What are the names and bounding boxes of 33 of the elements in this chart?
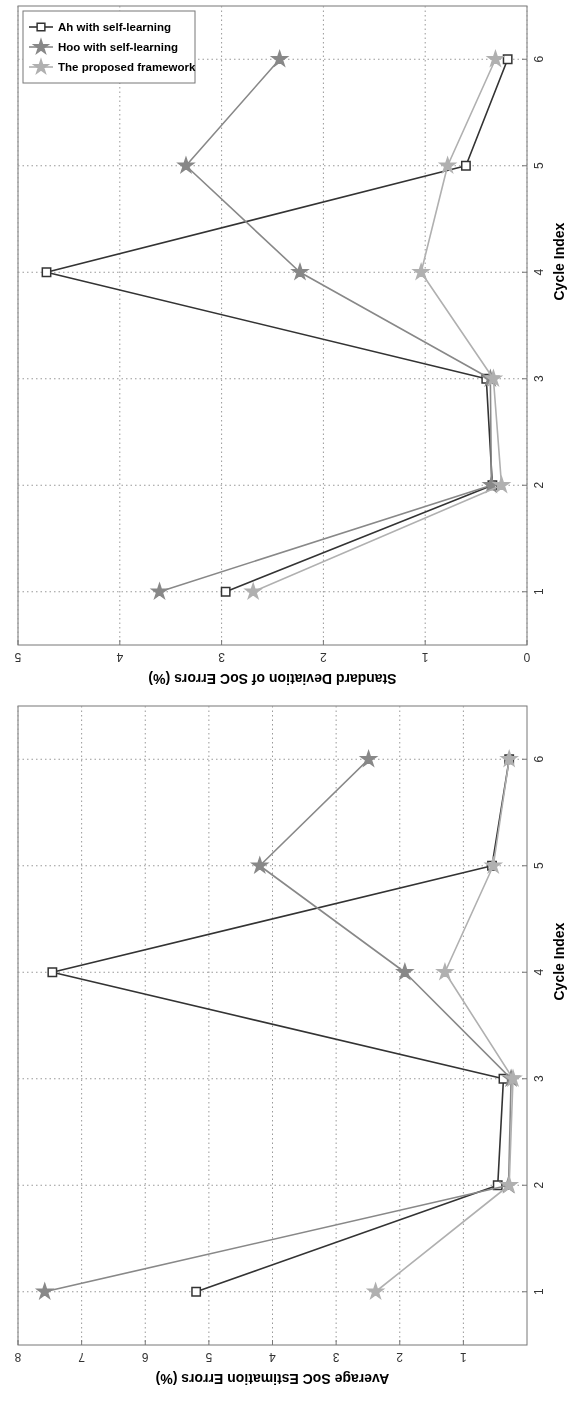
x-axis-title: Standard Deviation of SoC Errors (%) [148, 671, 397, 688]
y-tick-label: 6 [532, 55, 547, 63]
y-tick-label: 2 [532, 481, 547, 489]
x-tick-label: 1 [421, 649, 429, 664]
x-tick-label: 8 [14, 1349, 22, 1364]
x-tick-label: 4 [268, 1349, 276, 1364]
x-tick-label: 5 [14, 649, 22, 664]
y-tick-label: 5 [532, 862, 547, 870]
x-tick-label: 0 [523, 649, 531, 664]
x-tick-label: 3 [332, 1349, 340, 1364]
y-tick-label: 4 [532, 268, 547, 276]
x-tick-label: 6 [141, 1349, 149, 1364]
y-axis-title: Cycle Index [550, 922, 567, 1001]
legend-label: The proposed framework [58, 61, 196, 74]
y-tick-label: 4 [532, 968, 547, 976]
x-tick-label: 7 [77, 1349, 85, 1364]
legend-label: Hoo with self-learning [58, 41, 179, 54]
y-tick-label: 1 [532, 1288, 547, 1296]
y-tick-label: 3 [532, 375, 547, 383]
y-tick-label: 3 [532, 1075, 547, 1083]
x-tick-label: 4 [116, 649, 124, 664]
legend-label: Ah with self-learning [58, 21, 172, 34]
x-tick-label: 3 [217, 649, 225, 664]
y-tick-label: 2 [532, 1181, 547, 1189]
y-tick-label: 5 [532, 162, 547, 170]
y-tick-label: 1 [532, 588, 547, 596]
x-tick-label: 2 [319, 649, 327, 664]
x-tick-label: 1 [459, 1349, 467, 1364]
y-tick-label: 6 [532, 755, 547, 763]
x-tick-label: 2 [396, 1349, 404, 1364]
y-axis-title: Cycle Index [550, 222, 567, 301]
x-axis-title: Average SoC Estimation Errors (%) [155, 1371, 390, 1388]
x-tick-label: 5 [205, 1349, 213, 1364]
